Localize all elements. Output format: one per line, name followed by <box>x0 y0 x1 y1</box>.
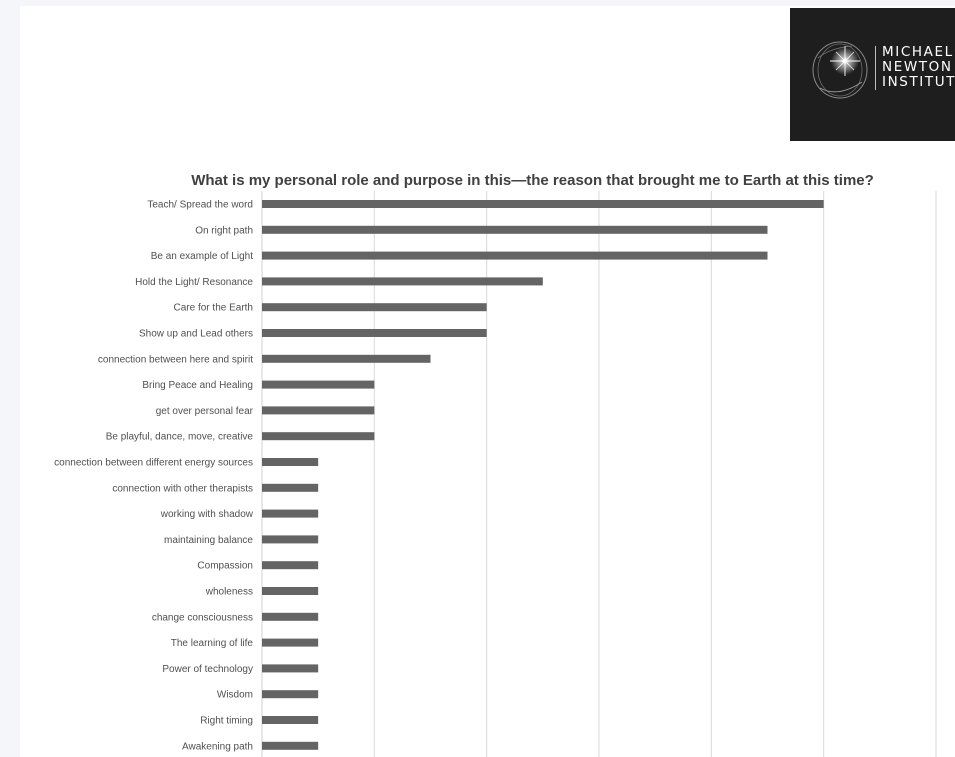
category-label-6: connection between here and spirit <box>98 354 253 365</box>
logo-line-3: INSTITUTE <box>882 74 955 90</box>
category-label-9: Be playful, dance, move, creative <box>106 432 254 443</box>
category-label-20: Right timing <box>200 716 253 727</box>
logo-wordmark: MICHAEL NEWTON INSTITUTE <box>882 45 955 90</box>
bar-20 <box>262 716 319 724</box>
category-label-11: connection with other therapists <box>112 483 253 494</box>
category-label-12: working with shadow <box>160 509 254 520</box>
bar-16 <box>262 612 319 621</box>
bar-5 <box>262 329 487 337</box>
category-label-17: The learning of life <box>171 638 254 649</box>
category-label-16: change consciousness <box>152 612 253 623</box>
category-label-0: Teach/ Spread the word <box>147 200 253 211</box>
bar-21 <box>262 741 319 750</box>
bar-3 <box>262 277 543 286</box>
bar-8 <box>262 406 375 415</box>
category-label-3: Hold the Light/ Resonance <box>135 277 253 288</box>
gridlines <box>373 191 937 757</box>
logo-line-2: NEWTON <box>882 59 953 75</box>
michael-newton-institute-logo: MICHAEL NEWTON INSTITUTE <box>790 8 955 141</box>
bar-11 <box>262 483 319 492</box>
category-label-8: get over personal fear <box>156 406 254 417</box>
bar-1 <box>262 225 768 234</box>
category-label-2: Be an example of Light <box>151 251 254 262</box>
bar-15 <box>262 587 319 595</box>
bar-10 <box>262 458 319 466</box>
bar-2 <box>262 251 768 260</box>
bar-18 <box>262 664 319 673</box>
bar-7 <box>262 380 375 389</box>
category-label-5: Show up and Lead others <box>139 329 253 340</box>
category-label-1: On right path <box>195 225 253 236</box>
bar-14 <box>262 561 319 570</box>
category-label-19: Wisdom <box>217 690 253 701</box>
logo-line-1: MICHAEL <box>882 44 954 60</box>
bar-19 <box>262 690 319 699</box>
sunburst-globe-icon <box>812 41 868 99</box>
bar-12 <box>262 509 319 518</box>
bar-0 <box>262 200 824 208</box>
bar-17 <box>262 638 319 647</box>
category-label-15: wholeness <box>205 587 253 598</box>
bar-4 <box>262 303 487 312</box>
category-label-14: Compassion <box>197 561 253 572</box>
bar-6 <box>262 354 431 363</box>
category-label-10: connection between different energy sour… <box>54 458 253 469</box>
category-label-7: Bring Peace and Healing <box>142 380 253 391</box>
category-label-13: maintaining balance <box>164 535 253 546</box>
category-label-18: Power of technology <box>162 664 253 675</box>
bar-13 <box>262 535 319 544</box>
category-label-4: Care for the Earth <box>174 303 253 314</box>
logo-divider <box>875 46 876 90</box>
chart-title: What is my personal role and purpose in … <box>191 172 874 189</box>
bar-9 <box>262 432 375 441</box>
category-label-21: Awakening path <box>182 741 253 752</box>
